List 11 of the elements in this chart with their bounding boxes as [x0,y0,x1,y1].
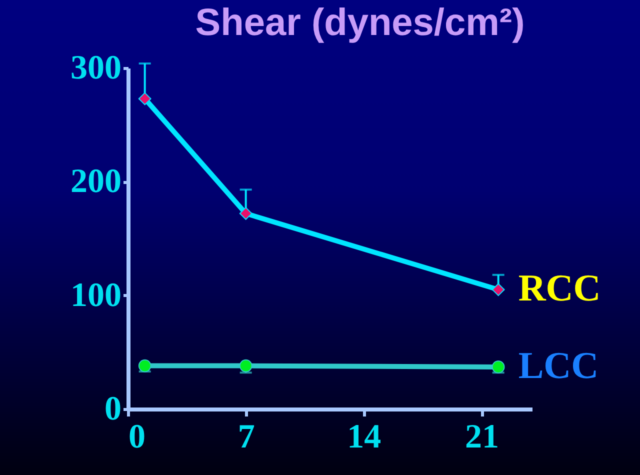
series-label: RCC [518,268,601,310]
x-tick-label: 0 [128,418,146,456]
x-tick-label: 14 [347,418,382,456]
y-tick-label: 0 [104,390,122,428]
y-tick-label: 200 [70,163,122,200]
y-tick-label: 100 [70,276,122,314]
x-tick-label: 21 [465,418,499,456]
series-label: LCC [518,344,599,387]
chart-title: Shear (dynes/cm²) [195,2,525,44]
y-tick-label: 300 [70,50,122,86]
x-tick-label: 7 [238,418,255,456]
